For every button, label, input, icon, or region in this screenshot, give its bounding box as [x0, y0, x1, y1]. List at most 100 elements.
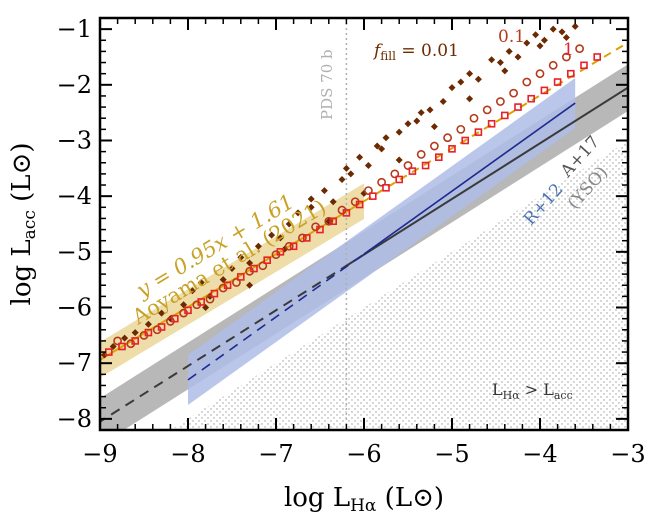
- data-point-001-37: [474, 75, 482, 83]
- data-point-001-46: [558, 28, 566, 36]
- data-point-1-3: [144, 328, 153, 337]
- data-point-001-30: [404, 120, 412, 128]
- data-point-001-62: [413, 117, 421, 125]
- data-point-001-56: [501, 67, 509, 75]
- data-point-001-3: [131, 329, 139, 337]
- data-point-001-47: [571, 22, 579, 30]
- data-point-1-18: [342, 209, 351, 217]
- y-tick-label: −2: [57, 71, 92, 99]
- data-point-001-36: [466, 70, 474, 78]
- data-point-001-57: [536, 42, 544, 50]
- data-point-001-48: [202, 304, 210, 312]
- x-axis-title: log LHα (L⊙): [284, 483, 444, 516]
- data-point-01-35: [575, 44, 584, 54]
- ffill-label: ffill = 0.01: [372, 41, 459, 63]
- data-point-001-44: [540, 36, 548, 44]
- data-point-01-23: [416, 150, 426, 159]
- data-point-1-11: [250, 264, 258, 273]
- data-point-001-28: [382, 134, 390, 142]
- data-point-001-11: [219, 276, 227, 284]
- data-point-01-22: [403, 161, 413, 170]
- data-point-001-60: [342, 164, 350, 172]
- data-point-1-27: [461, 136, 470, 145]
- data-point-001-22: [329, 198, 337, 206]
- data-point-001-58: [562, 33, 570, 41]
- ffill-1-label: 1: [563, 40, 574, 60]
- data-point-001-24: [347, 170, 355, 178]
- data-point-001-17: [276, 234, 284, 242]
- data-point-01-21: [390, 169, 400, 179]
- data-point-1-1: [118, 342, 126, 351]
- forbidden-region-label: LHα > Lacc: [492, 380, 573, 402]
- data-point-1-30: [500, 111, 509, 120]
- data-point-1-31: [514, 103, 522, 111]
- x-tick-label: −8: [170, 440, 205, 468]
- y-tick-label: −5: [57, 238, 92, 266]
- data-point-001-27: [373, 142, 381, 150]
- data-point-1-33: [540, 86, 549, 95]
- data-point-001-29: [395, 128, 403, 136]
- x-tick-label: −4: [522, 440, 557, 468]
- data-point-1-34: [553, 78, 562, 86]
- data-points: [100, 22, 602, 359]
- forbidden-region: [100, 140, 628, 430]
- data-point-01-34: [562, 52, 571, 62]
- data-point-001-54: [430, 123, 438, 131]
- yso-line-dashed: [100, 264, 347, 423]
- data-point-001-14: [246, 259, 254, 267]
- y-tick-label: −3: [57, 126, 92, 154]
- r12-line-solid: [363, 102, 576, 255]
- data-point-001-34: [448, 84, 456, 92]
- data-point-001-5: [158, 309, 166, 317]
- r12-line-dashed: [187, 253, 365, 381]
- x-tick-label: −9: [82, 440, 117, 468]
- y-tick-label: −6: [57, 294, 92, 322]
- yso-line-solid: [345, 86, 628, 267]
- data-point-01-24: [429, 141, 439, 151]
- y-tick-label: −1: [57, 15, 92, 43]
- data-point-01-16: [324, 216, 334, 226]
- ffill-01-label: 0.1: [498, 27, 525, 47]
- data-point-1-37: [593, 53, 602, 61]
- data-point-01-0: [113, 336, 122, 346]
- data-point-01-20: [377, 177, 386, 187]
- data-point-01-27: [469, 113, 479, 123]
- data-point-001-16: [268, 231, 276, 239]
- y-tick-label: −8: [57, 405, 92, 433]
- data-point-1-29: [487, 119, 496, 128]
- data-point-1-24: [421, 161, 430, 170]
- data-point-1-25: [434, 153, 443, 161]
- data-point-1-8: [210, 289, 219, 298]
- data-point-001-59: [307, 195, 315, 203]
- data-point-1-17: [329, 217, 338, 226]
- axis-ticks: −9 −8 −7 −6 −5 −4 −3 −8 −7 −6 −5 −4 −3 −2 −1: [57, 15, 646, 468]
- data-point-1-14: [289, 242, 298, 251]
- data-point-001-8: [188, 287, 196, 295]
- data-point-01-28: [482, 105, 492, 115]
- data-point-001-18: [285, 220, 293, 228]
- data-point-01-31: [522, 77, 532, 87]
- data-point-001-42: [523, 39, 531, 47]
- pds70b-label: PDS 70 b: [318, 49, 336, 120]
- data-point-1-9: [223, 281, 232, 290]
- aoyama-fit-line: [100, 200, 365, 361]
- data-point-1-12: [263, 256, 272, 264]
- data-point-1-16: [316, 225, 324, 234]
- data-point-01-30: [509, 88, 518, 98]
- data-point-001-7: [180, 301, 188, 309]
- data-point-001-45: [549, 25, 557, 33]
- y-tick-label: −4: [57, 182, 92, 210]
- data-point-1-15: [302, 234, 311, 242]
- data-point-1-26: [448, 145, 456, 153]
- data-point-001-55: [466, 95, 474, 103]
- data-point-001-1: [109, 342, 117, 350]
- data-point-1-10: [237, 273, 245, 281]
- data-point-001-41: [514, 53, 522, 61]
- data-point-001-15: [254, 242, 262, 250]
- data-point-1-2: [131, 337, 139, 345]
- data-point-01-25: [443, 133, 452, 143]
- data-point-001-38: [488, 56, 496, 64]
- data-point-001-31: [417, 109, 425, 117]
- data-point-001-39: [496, 59, 504, 67]
